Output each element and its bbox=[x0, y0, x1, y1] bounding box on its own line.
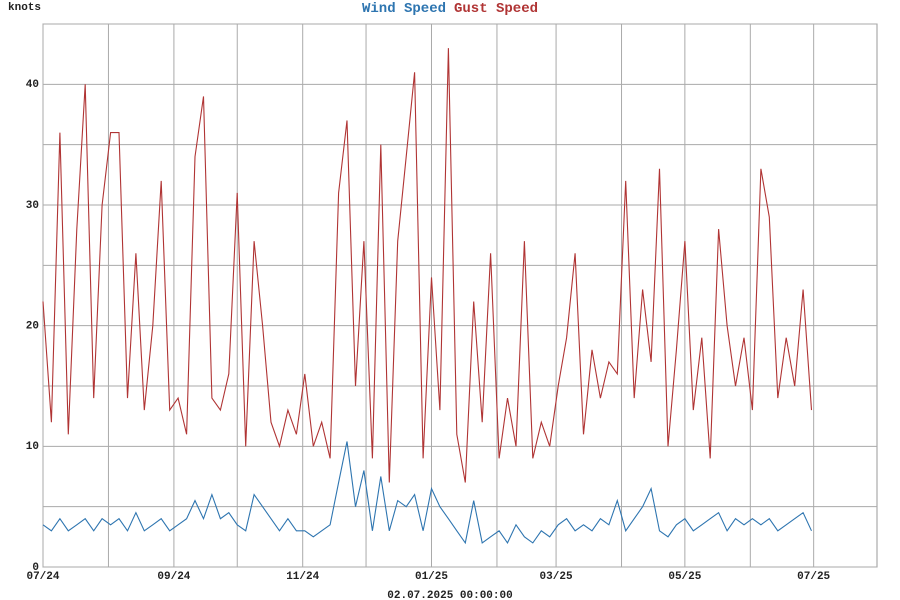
x-tick-label: 07/24 bbox=[26, 571, 59, 583]
series-line bbox=[42, 48, 813, 483]
x-tick-label: 09/24 bbox=[157, 571, 190, 583]
x-axis-label: 02.07.2025 00:00:00 bbox=[387, 590, 512, 600]
y-tick-label: 20 bbox=[26, 321, 39, 333]
x-tick-label: 07/25 bbox=[797, 571, 830, 583]
y-tick-label: 40 bbox=[26, 79, 39, 91]
y-tick-label: 0 bbox=[32, 562, 39, 574]
y-tick-label: 10 bbox=[26, 441, 39, 453]
legend-entry: Wind Speed bbox=[362, 1, 446, 17]
x-tick-label: 11/24 bbox=[286, 571, 319, 583]
plot-frame bbox=[42, 23, 878, 568]
x-tick-label: 01/25 bbox=[415, 571, 448, 583]
y-axis-label: knots bbox=[8, 2, 41, 14]
legend-entry: Gust Speed bbox=[454, 1, 538, 17]
legend: Wind Speed Gust Speed bbox=[362, 1, 538, 17]
x-tick-label: 05/25 bbox=[668, 571, 701, 583]
x-tick-label: 03/25 bbox=[540, 571, 573, 583]
series-line bbox=[42, 441, 812, 545]
y-tick-label: 30 bbox=[26, 200, 39, 212]
